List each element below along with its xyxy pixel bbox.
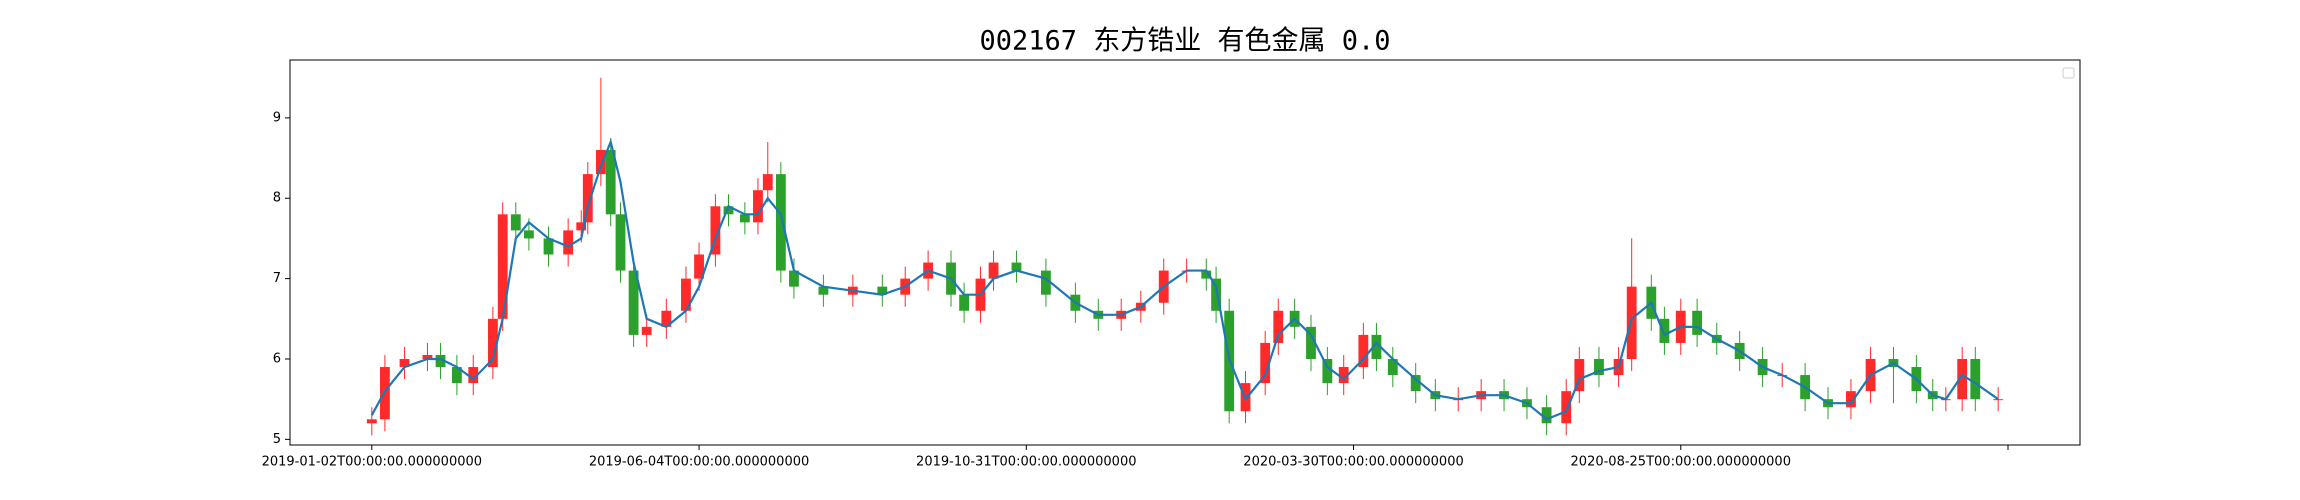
candle-body: [641, 326, 652, 335]
moving-average-line: [370, 138, 1999, 421]
candle-body: [1993, 399, 2004, 401]
legend-box: [2062, 67, 2075, 79]
x-tick-label: 2019-01-02T00:00:00.000000000: [262, 455, 482, 470]
x-tick-label: 2020-03-30T00:00:00.000000000: [1243, 455, 1463, 470]
candle-body: [877, 286, 888, 295]
candle-body: [595, 150, 606, 175]
candle-body: [1846, 391, 1856, 408]
candle-body: [563, 230, 574, 255]
x-tick-label: 2019-10-31T00:00:00.000000000: [916, 455, 1136, 470]
candle-body: [694, 254, 704, 279]
candle-body: [1371, 334, 1382, 359]
candle-body: [523, 230, 534, 239]
chart-title: 002167 东方锆业 有色金属 0.0: [979, 26, 1390, 57]
y-tick-label: 7: [273, 271, 281, 286]
plot-frame: [289, 59, 2081, 446]
candle-body: [1322, 358, 1333, 384]
y-tick-label: 5: [273, 432, 281, 447]
candle-body: [1338, 367, 1349, 384]
candle-body: [422, 354, 433, 359]
candle-body: [789, 270, 799, 287]
candle-body: [582, 174, 593, 223]
candle-body: [818, 286, 829, 295]
candle-body: [497, 214, 508, 319]
candle-body: [487, 318, 498, 368]
candle-body: [1011, 262, 1022, 271]
x-tick-label: 2019-06-04T00:00:00.000000000: [589, 455, 809, 470]
candle-body: [1561, 391, 1572, 424]
candle-body: [1358, 334, 1369, 368]
candle-body: [510, 214, 521, 231]
candle-body: [576, 222, 587, 231]
candle-body: [753, 190, 763, 223]
candle-body: [762, 174, 773, 191]
candle-body: [435, 354, 446, 368]
candle-body: [543, 238, 554, 255]
candle-body: [1273, 310, 1284, 343]
candle-body: [366, 419, 377, 424]
candle-body: [1541, 407, 1552, 424]
candle-body: [739, 214, 750, 223]
candle-body: [1574, 358, 1585, 392]
candle-body: [661, 310, 672, 327]
candle-body: [1387, 358, 1398, 376]
candle-body: [605, 150, 616, 215]
candle-body: [1594, 358, 1604, 376]
candle-body: [959, 294, 970, 311]
candle-body: [775, 174, 786, 271]
candle-body: [1692, 310, 1703, 335]
y-tick-label: 9: [273, 110, 281, 125]
candle-body: [681, 278, 691, 311]
candle-body: [988, 262, 999, 279]
candle-body: [399, 358, 410, 368]
candle-body: [723, 206, 734, 215]
candle-body: [628, 270, 639, 335]
candle-body: [1957, 358, 1968, 400]
candle-body: [615, 214, 626, 271]
candle-body: [468, 367, 479, 384]
candle-body: [1041, 270, 1051, 295]
y-tick-label: 8: [273, 191, 281, 206]
candle-body: [1306, 326, 1316, 359]
candle-body: [710, 206, 721, 255]
x-tick-label: 2020-08-25T00:00:00.000000000: [1571, 455, 1791, 470]
candle-body: [1260, 342, 1271, 384]
candle-body: [451, 367, 462, 384]
candle-body: [1970, 358, 1981, 400]
candle-body: [1211, 278, 1221, 311]
candle-body: [1201, 270, 1212, 279]
candle-body: [1410, 375, 1421, 392]
candle-body: [1659, 318, 1670, 343]
y-tick-label: 6: [273, 351, 281, 366]
